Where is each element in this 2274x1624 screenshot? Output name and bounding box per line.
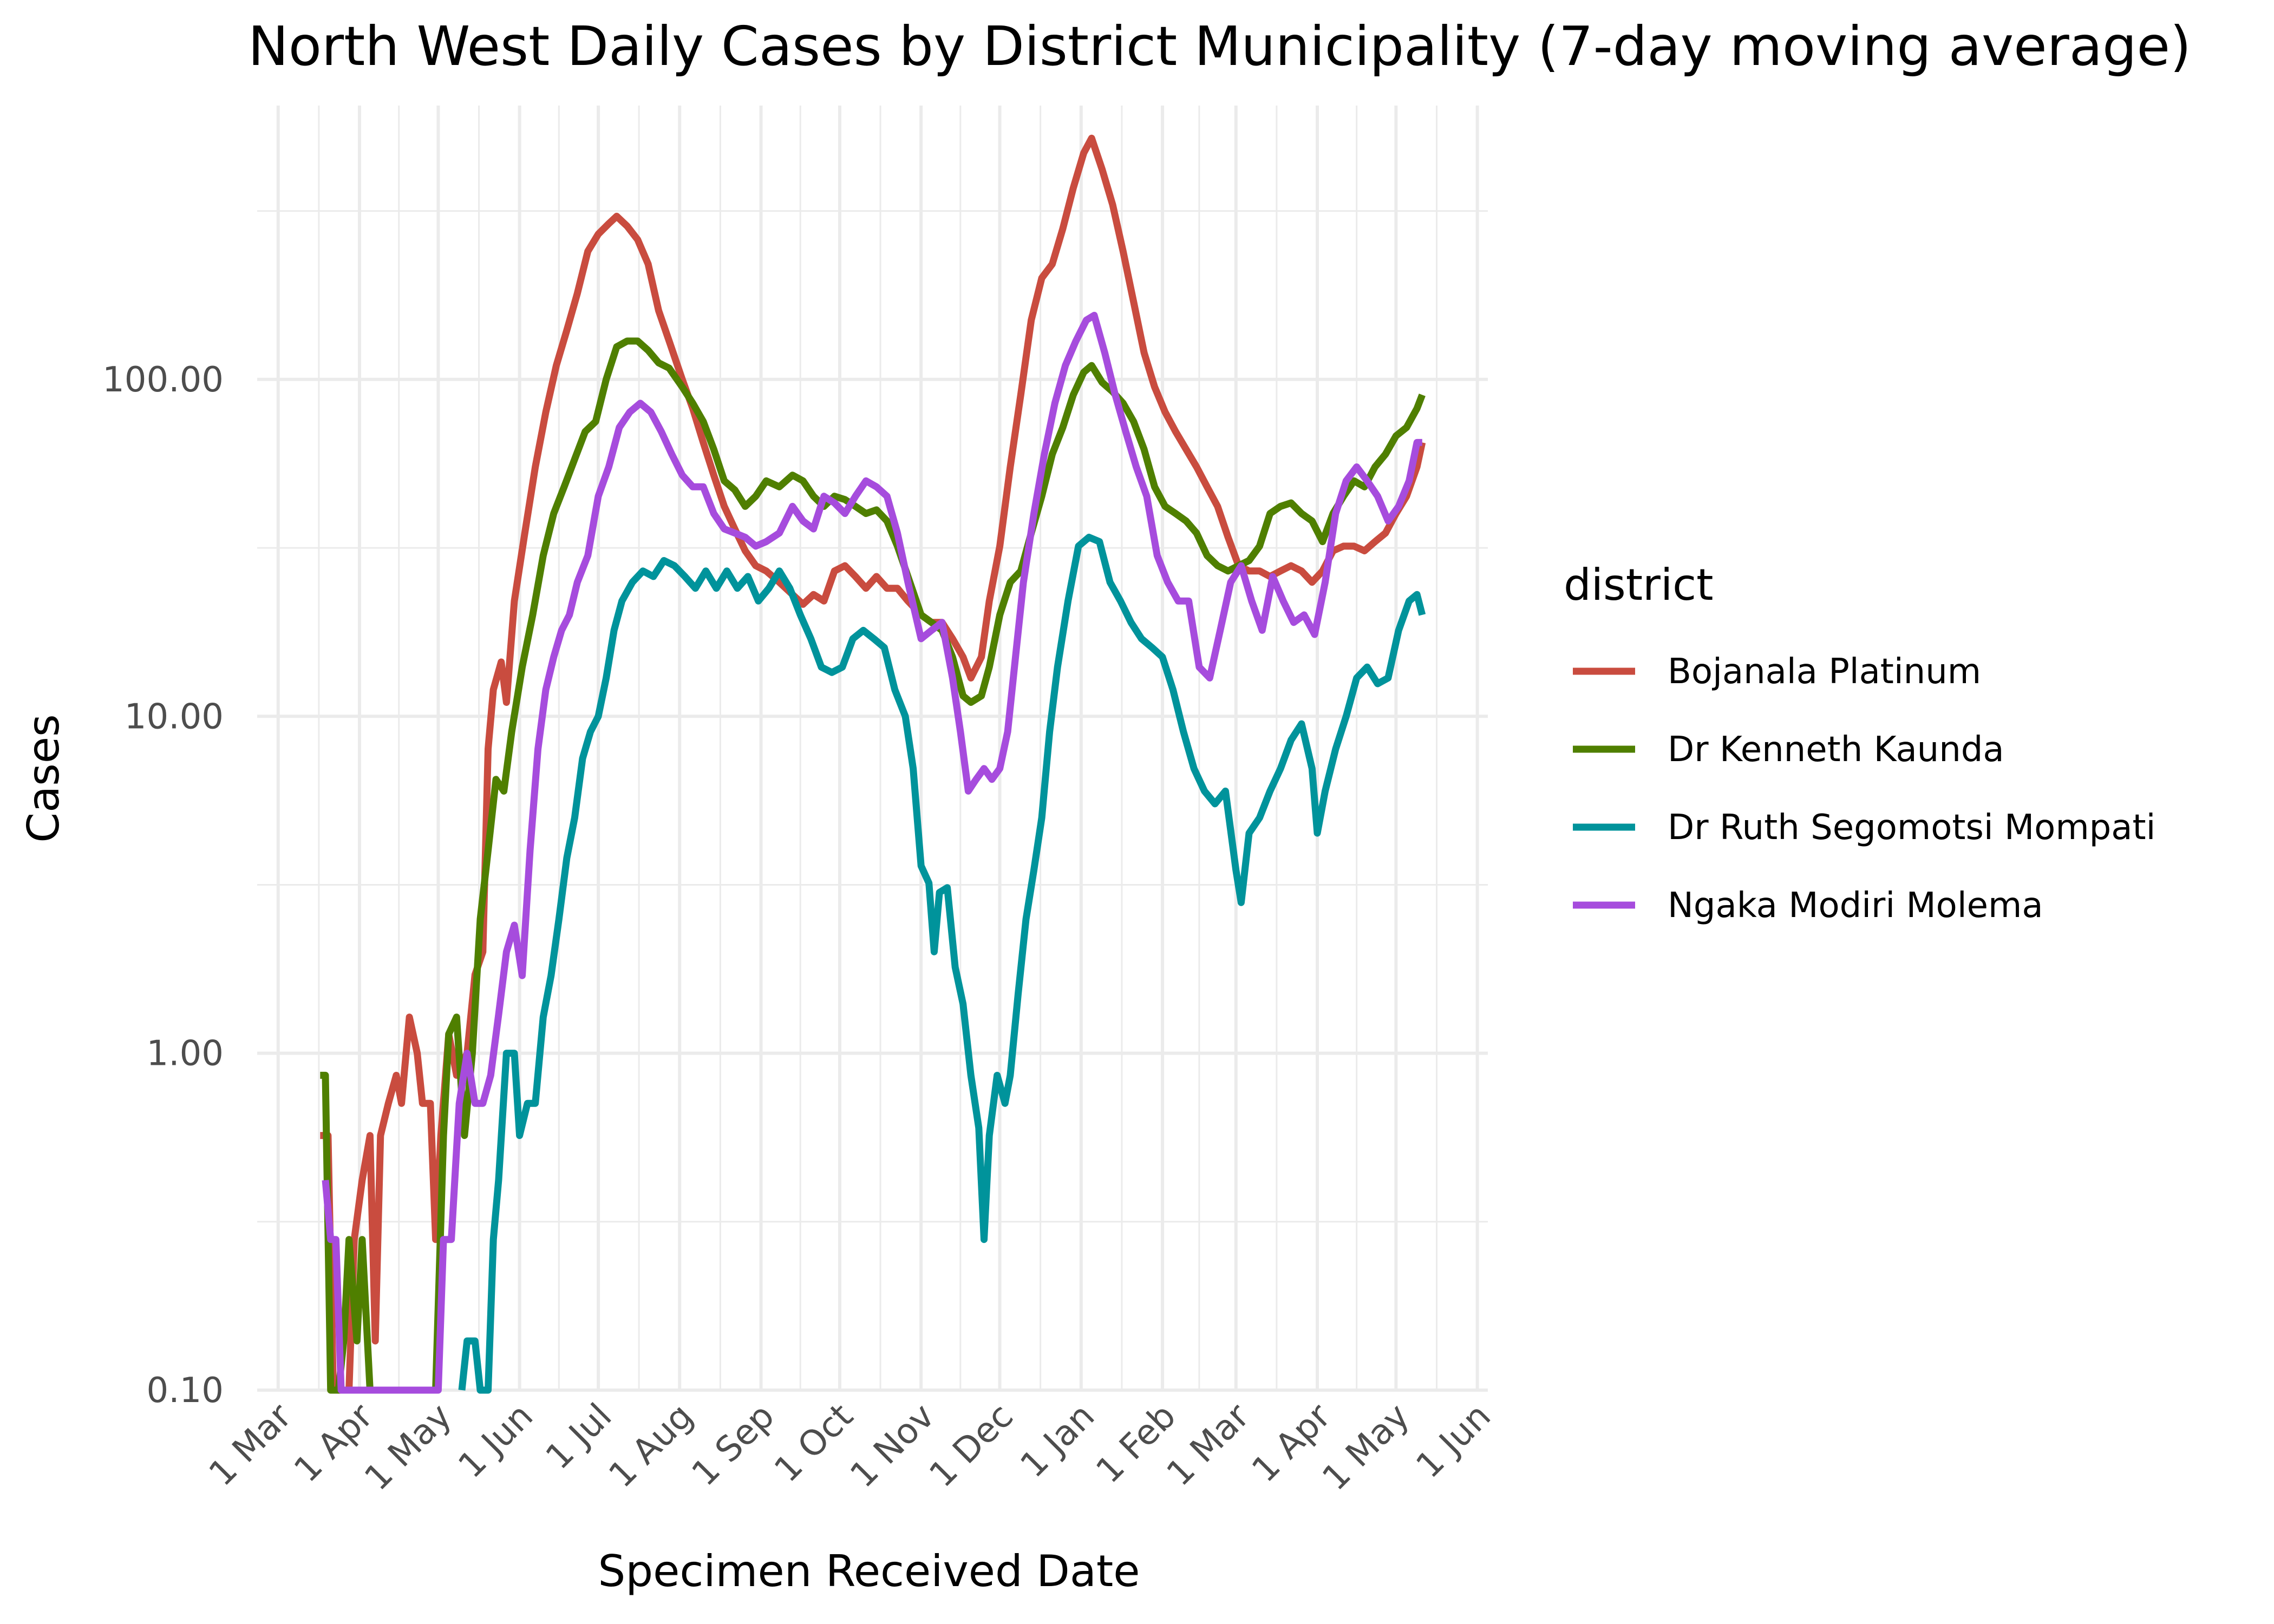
- legend-label: Dr Kenneth Kaunda: [1668, 730, 2004, 770]
- series-lines: [320, 134, 1426, 1394]
- grid: [257, 106, 1488, 1392]
- series-line-dr-ruth-segomotsi-mompati: [458, 534, 1426, 1394]
- x-tick-label: 1 Jun: [1409, 1396, 1499, 1486]
- x-tick-label: 1 Oct: [767, 1396, 861, 1490]
- y-axis-ticks: 0.10 1.00 10.00 100.00: [102, 360, 224, 1411]
- x-tick-label: 1 May: [357, 1396, 460, 1498]
- chart-title: North West Daily Cases by District Munic…: [248, 15, 2191, 78]
- y-tick-label: 10.00: [125, 697, 224, 737]
- legend-label: Bojanala Platinum: [1668, 652, 1981, 692]
- series-line-dr-kenneth-kaunda: [320, 337, 1426, 1394]
- legend-label: Ngaka Modiri Molema: [1668, 886, 2043, 926]
- x-tick-label: 1 Dec: [922, 1396, 1021, 1495]
- legend-label: Dr Ruth Segomotsi Mompati: [1668, 808, 2155, 848]
- x-tick-label: 1 Mar: [1159, 1396, 1257, 1494]
- y-tick-label: 100.00: [102, 360, 224, 400]
- y-tick-label: 1.00: [147, 1034, 224, 1074]
- x-tick-label: 1 Nov: [843, 1396, 943, 1496]
- legend: district Bojanala Platinum Dr Kenneth Kau…: [1564, 560, 2155, 926]
- legend-title: district: [1564, 560, 1714, 610]
- x-tick-label: 1 Feb: [1089, 1396, 1184, 1491]
- x-tick-label: 1 Aug: [602, 1396, 701, 1496]
- legend-items: Bojanala Platinum Dr Kenneth Kaunda Dr Rut…: [1573, 652, 2155, 926]
- y-tick-label: 0.10: [147, 1371, 224, 1411]
- x-tick-label: 1 Jun: [451, 1396, 541, 1486]
- series-line-ngaka-modiri-molema: [322, 312, 1422, 1394]
- series-line-bojanala-platinum: [320, 134, 1426, 1394]
- x-axis-title: Specimen Received Date: [598, 1546, 1140, 1596]
- x-tick-label: 1 Sep: [684, 1396, 782, 1494]
- x-tick-label: 1 May: [1315, 1396, 1417, 1498]
- x-tick-label: 1 Jan: [1013, 1396, 1102, 1485]
- y-axis-title: Cases: [18, 714, 69, 842]
